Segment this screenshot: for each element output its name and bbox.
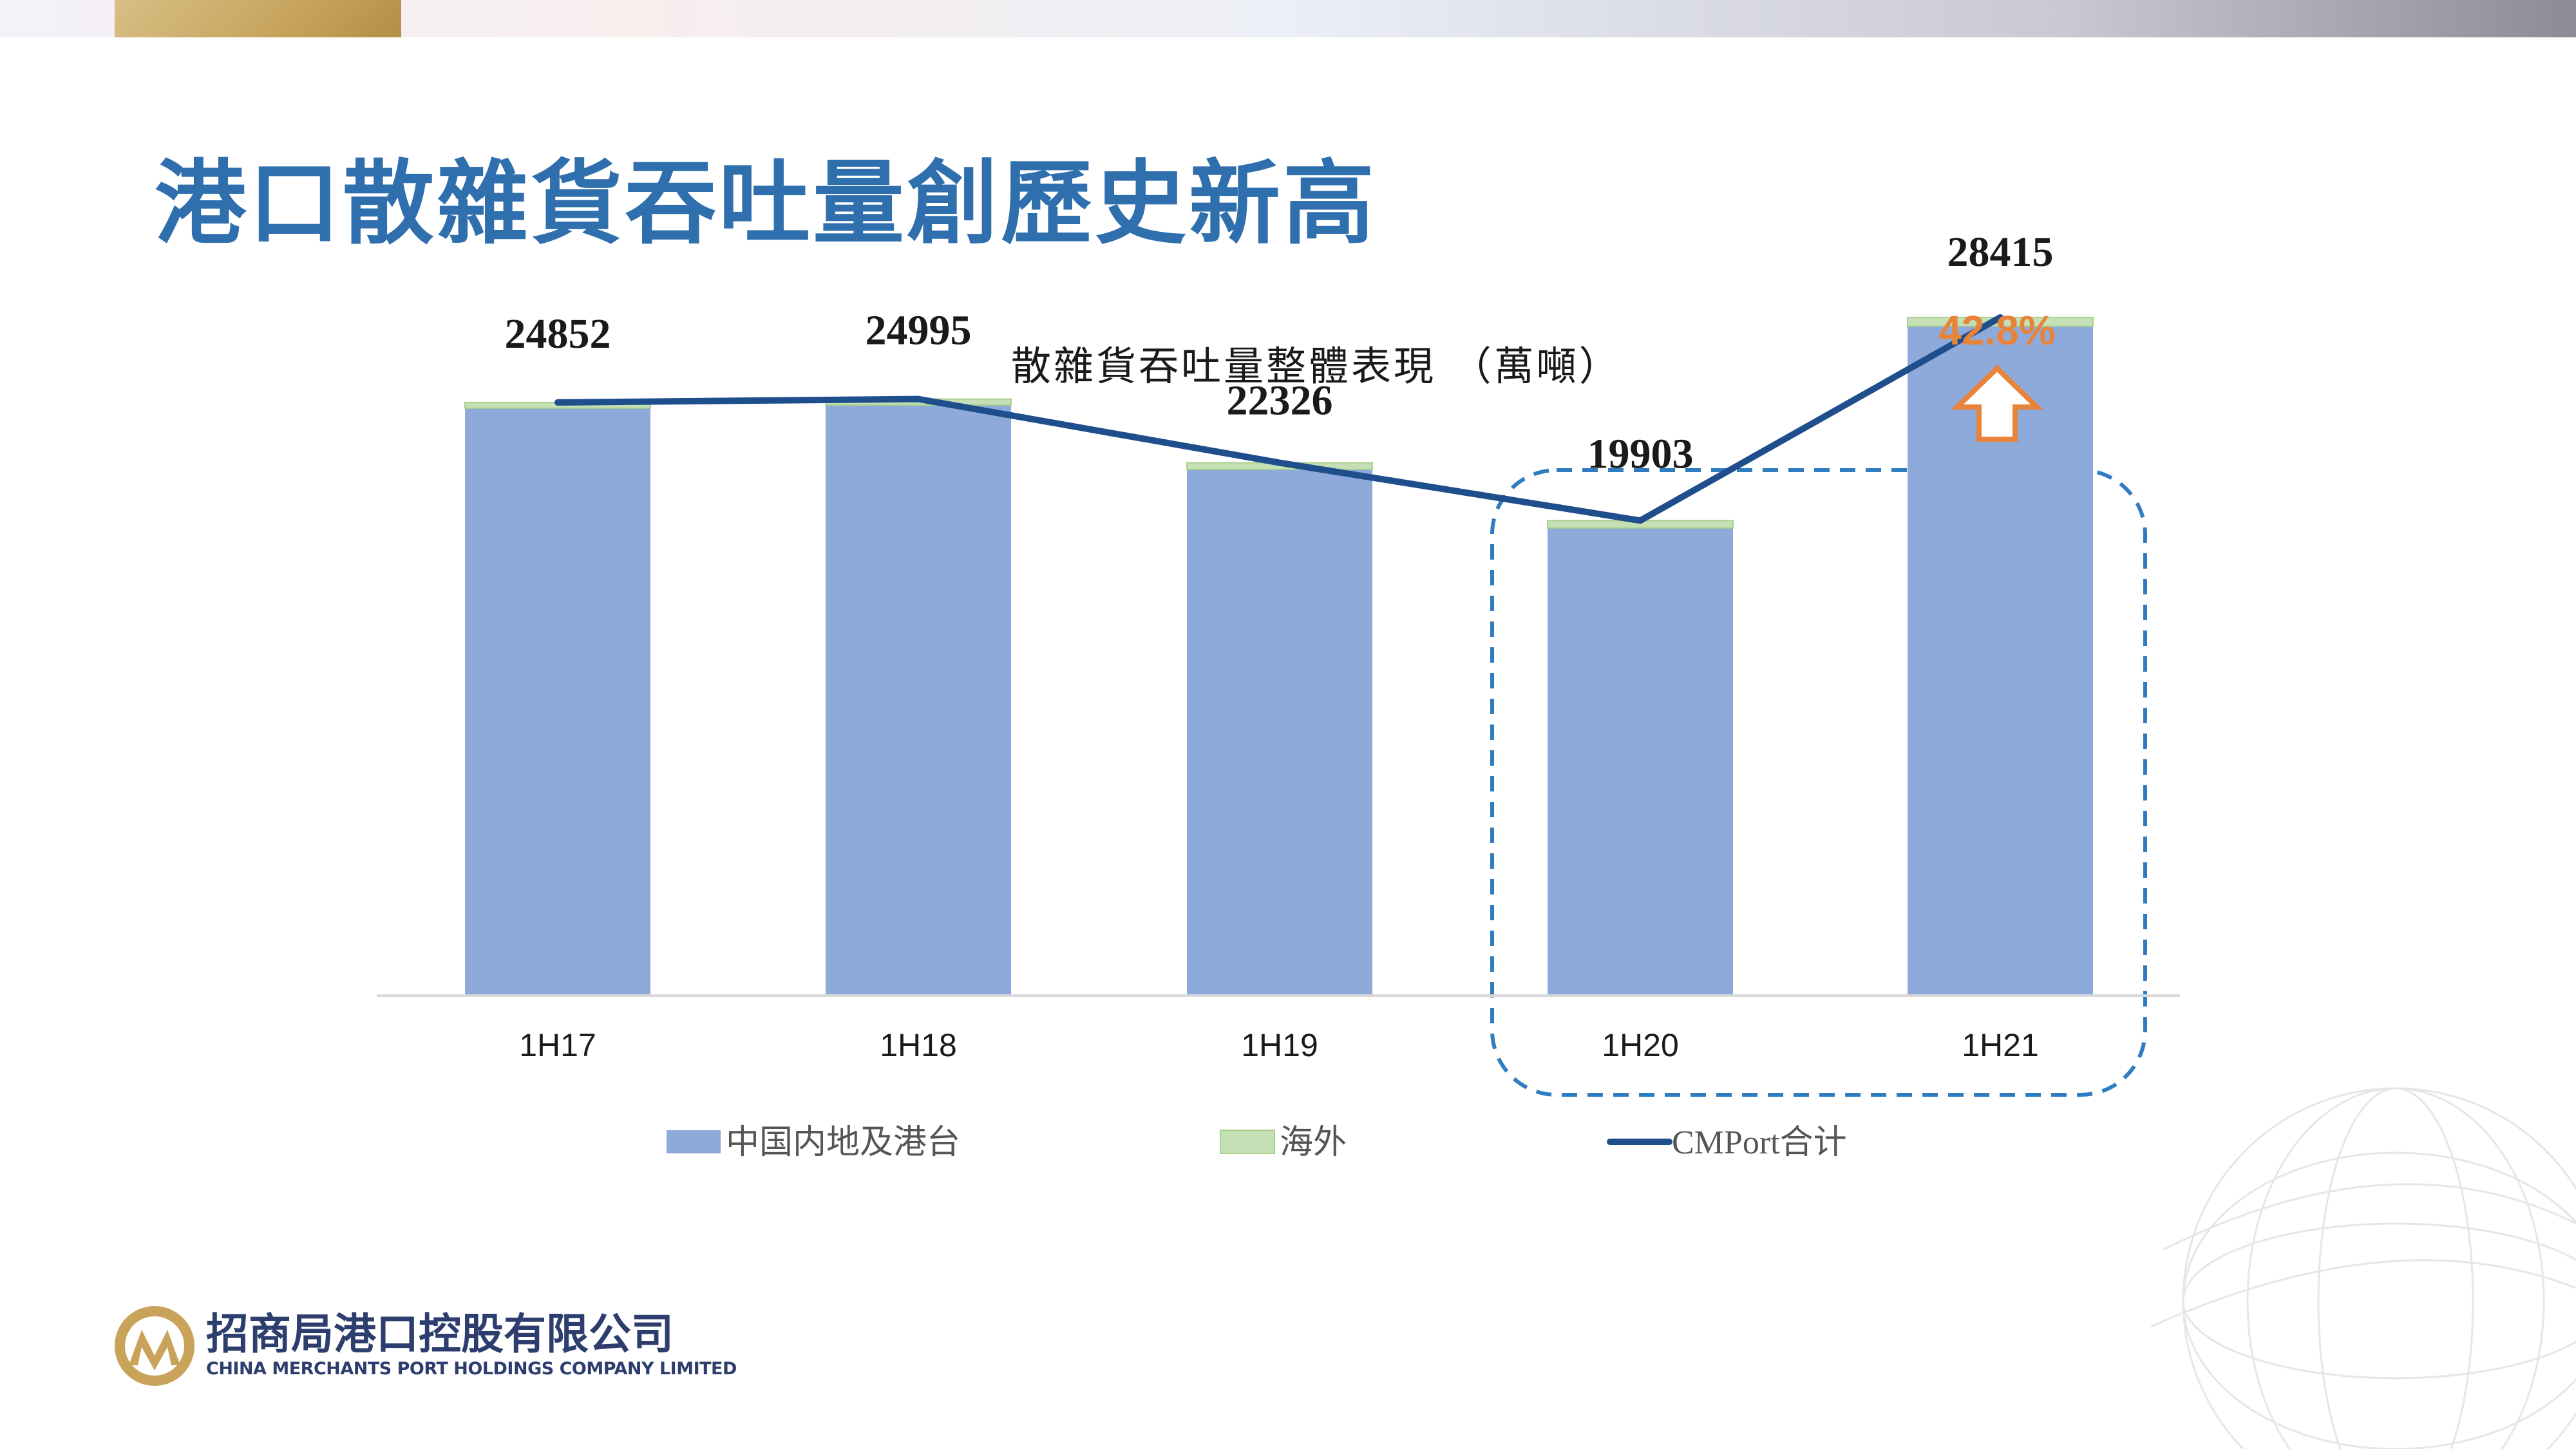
bar-domestic-1H20 <box>1548 527 1733 996</box>
footer-logo: 招商局港口控股有限公司 CHINA MERCHANTS PORT HOLDING… <box>109 1294 737 1404</box>
globe-watermark <box>2151 1087 2576 1449</box>
line-point <box>1998 315 2002 319</box>
data-label: 28415 <box>1947 229 2054 276</box>
line-point <box>916 397 920 401</box>
legend: 中国内地及港台 海外 CMPort合计 <box>667 1124 1847 1161</box>
bar-domestic-1H17 <box>465 408 650 996</box>
x-tick-label: 1H20 <box>1602 1027 1679 1063</box>
x-tick-label: 1H21 <box>1962 1027 2039 1063</box>
line-point <box>556 400 560 404</box>
growth-label: 42.8% <box>1938 307 2055 354</box>
chart-title: 散雜貨吞吐量整體表現 （萬噸） <box>1011 343 1622 390</box>
growth-arrow-icon <box>1951 365 2043 442</box>
data-label: 22326 <box>1227 377 1333 424</box>
top-gold-accent <box>115 0 401 37</box>
legend-label: 中国内地及港台 <box>726 1124 960 1161</box>
legend-domestic: 中国内地及港台 <box>667 1124 960 1161</box>
legend-overseas: 海外 <box>1220 1124 1347 1161</box>
x-tick-label: 1H17 <box>519 1027 596 1063</box>
data-label: 24852 <box>505 310 611 357</box>
data-label: 19903 <box>1587 430 1694 477</box>
legend-swatch <box>1220 1130 1275 1154</box>
legend-label: 海外 <box>1280 1124 1347 1161</box>
x-tick-label: 1H19 <box>1241 1027 1318 1063</box>
company-name-en: CHINA MERCHANTS PORT HOLDINGS COMPANY LI… <box>206 1359 737 1379</box>
labels-layer: 24852 24995 22326 19903 28415 <box>505 229 2054 477</box>
line-layer <box>554 314 2003 524</box>
line-point <box>1638 518 1642 523</box>
line-point <box>1278 460 1282 465</box>
annotation-layer: 42.8% <box>1938 307 2056 442</box>
highlight-layer <box>1490 468 2147 1097</box>
bars-layer <box>464 316 2094 996</box>
bar-domestic-1H18 <box>826 404 1011 996</box>
data-label: 24995 <box>866 307 972 354</box>
page-title: 港口散雜貨吞吐量創歷史新高 <box>155 150 1377 257</box>
legend-total: CMPort合计 <box>1607 1124 1847 1161</box>
x-tick-label: 1H18 <box>880 1027 957 1063</box>
highlight-box <box>1490 468 2147 1097</box>
ticks-layer: 1H17 1H18 1H19 1H20 1H21 <box>519 1027 2039 1063</box>
company-emblem-icon <box>115 1306 194 1386</box>
legend-swatch <box>667 1130 721 1153</box>
bar-domestic-1H19 <box>1187 469 1372 996</box>
legend-label: CMPort合计 <box>1672 1124 1847 1161</box>
top-decorative-band <box>0 0 2576 37</box>
company-name-cn: 招商局港口控股有限公司 <box>206 1309 674 1359</box>
